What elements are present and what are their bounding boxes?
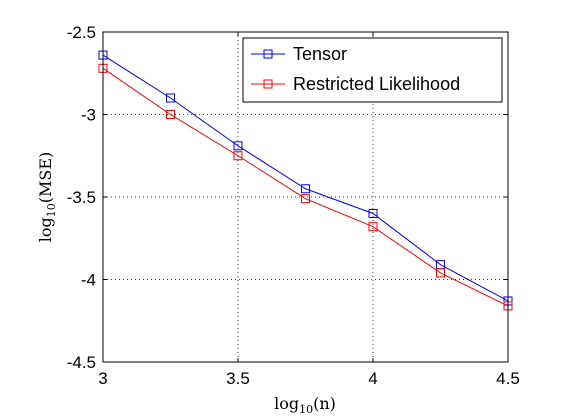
- legend-box: [242, 37, 503, 103]
- y-axis-label: log10(MSE): [36, 152, 58, 243]
- data-point: [368, 222, 378, 232]
- x-axis-label-arg: (n): [313, 394, 336, 413]
- y-axis-label-subscript: 10: [45, 203, 58, 217]
- data-point: [436, 268, 445, 278]
- legend-item: Tensor: [251, 44, 347, 64]
- y-tick-label: -3: [81, 106, 96, 125]
- data-point: [166, 110, 175, 119]
- data-point: [166, 93, 175, 103]
- series-line: [102, 67, 509, 307]
- y-tick-label: -4.5: [67, 353, 96, 372]
- legend-marker: [263, 79, 273, 89]
- y-tick-label: -2.5: [67, 23, 96, 42]
- y-tick-label: -3.5: [67, 188, 96, 207]
- legend-label: Tensor: [293, 44, 347, 64]
- x-tick-label: 3.5: [226, 369, 250, 388]
- ticks: 3 3.5 4 4.5 -2.5 -3 -3.5 -4 -4.5: [67, 23, 520, 388]
- x-tick-label: 4: [368, 369, 377, 388]
- data-point: [368, 209, 378, 218]
- legend-item: Restricted Likelihood: [251, 74, 460, 94]
- legend-label: Restricted Likelihood: [293, 74, 460, 94]
- legend-marker: [263, 49, 273, 59]
- data-point: [233, 141, 243, 151]
- series-line: [102, 54, 509, 302]
- x-axis-label: log10(n): [274, 394, 336, 416]
- data-point: [233, 151, 243, 161]
- series-1: [98, 63, 513, 311]
- legend: Tensor Restricted Likelihood: [242, 37, 503, 103]
- y-axis-label-arg: (MSE): [36, 152, 55, 204]
- x-axis-label-subscript: 10: [299, 403, 313, 416]
- data-point: [301, 194, 310, 204]
- data-point: [301, 184, 310, 194]
- x-tick-label: 4.5: [496, 369, 520, 388]
- y-tick-label: -4: [81, 271, 96, 290]
- x-tick-label: 3: [98, 369, 107, 388]
